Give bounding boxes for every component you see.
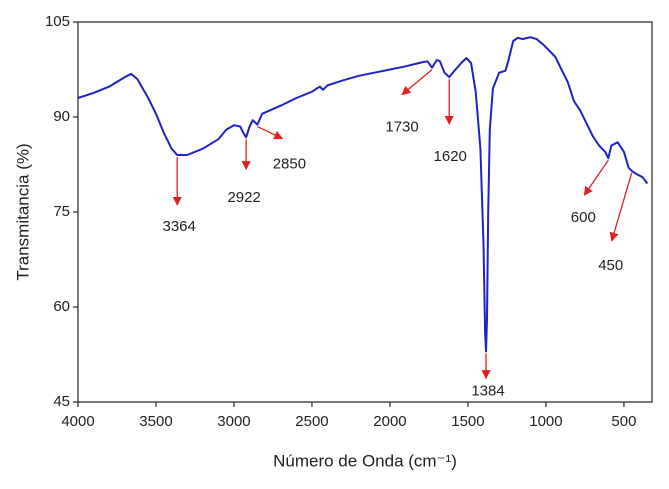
x-tick-label: 2500 — [295, 413, 328, 430]
x-tick-label: 1500 — [451, 413, 484, 430]
x-tick-label: 3000 — [217, 413, 250, 430]
annotation-arrow — [583, 159, 609, 196]
y-tick-label: 75 — [53, 203, 70, 220]
spectrum-line — [77, 36, 649, 353]
x-tick-label: 1000 — [529, 413, 562, 430]
y-tick-label: 105 — [45, 13, 70, 30]
annotation-label: 2922 — [227, 189, 260, 206]
annotation-label: 2850 — [273, 156, 306, 173]
annotation-label: 600 — [571, 209, 596, 226]
annotation-label: 450 — [598, 257, 623, 274]
annotation-arrow — [401, 69, 433, 96]
annotation-label: 1384 — [471, 382, 504, 399]
annotation-label: 1620 — [434, 148, 467, 165]
annotation-arrow — [257, 126, 284, 140]
y-tick-label: 90 — [53, 108, 70, 125]
x-tick-label: 2000 — [373, 413, 406, 430]
y-axis-label: Transmitancia (%) — [13, 143, 32, 280]
x-tick-label: 3500 — [139, 413, 172, 430]
x-axis-label: Número de Onda (cm⁻¹) — [273, 451, 457, 470]
x-tick-label: 4000 — [61, 413, 94, 430]
annotation-arrow — [609, 172, 633, 242]
y-tick-label: 45 — [53, 393, 70, 410]
y-tick-label: 60 — [53, 298, 70, 315]
x-tick-label: 500 — [611, 413, 636, 430]
annotation-label: 3364 — [163, 218, 196, 235]
annotation-label: 1730 — [385, 119, 418, 136]
